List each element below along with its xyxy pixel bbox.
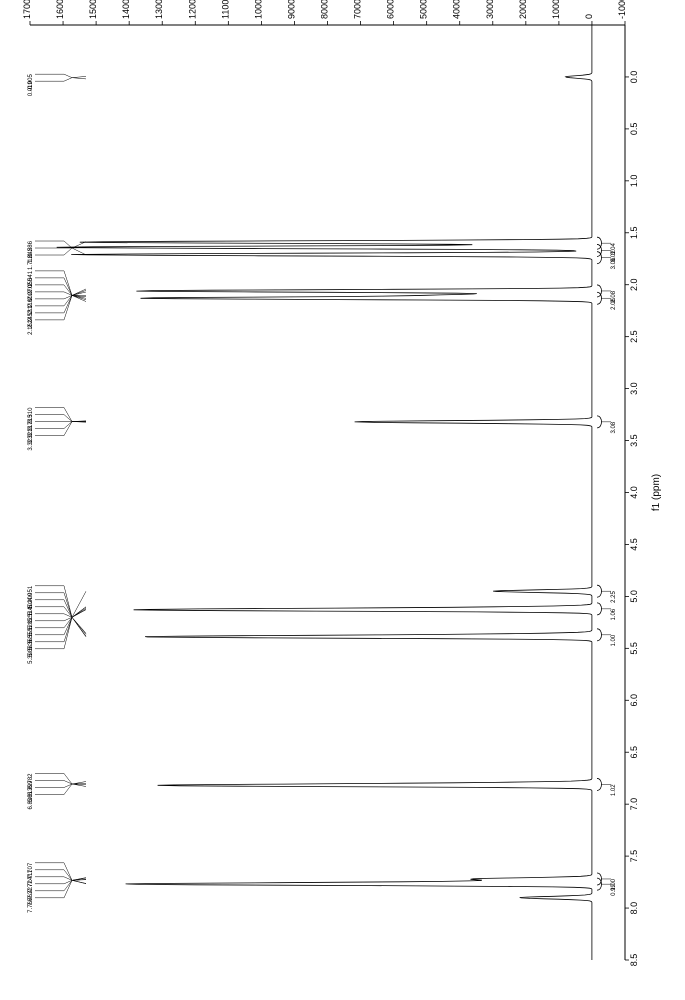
intensity-tick-label: 0 [584, 14, 594, 19]
intensity-tick-label: 4000 [452, 0, 462, 19]
intensity-tick-label: 9000 [286, 0, 296, 19]
peak-labels: -0.0050.0191.5861.6421.7122.0412.0552.07… [28, 74, 86, 913]
intensity-tick-label: 17000 [22, 0, 32, 19]
intensity-tick-label: 11000 [220, 0, 230, 19]
intensity-tick-label: 7000 [353, 0, 363, 19]
intensity-tick-label: 12000 [187, 0, 197, 19]
peak-ppm-label: 0.019 [28, 81, 34, 97]
integral-value-label: 2.06 [611, 298, 617, 310]
ppm-tick-label: 6.0 [629, 694, 639, 707]
ppm-tick-label: 5.5 [629, 642, 639, 655]
ppm-tick-label: 1.0 [629, 175, 639, 188]
spectrum-trace [57, 25, 592, 960]
integral-value-label: 1.06 [611, 608, 617, 620]
integral-labels: 3.043.023.062.082.063.082.251.061.001.02… [597, 237, 617, 896]
ppm-tick-label: 2.5 [629, 330, 639, 343]
intensity-tick-label: 5000 [419, 0, 429, 19]
intensity-tick-label: 13000 [154, 0, 164, 19]
intensity-tick-label: 16000 [55, 0, 65, 19]
ppm-tick-label: 6.5 [629, 746, 639, 759]
ppm-tick-label: 1.5 [629, 227, 639, 240]
integral-value-label: 1.00 [611, 634, 617, 646]
peak-ppm-label: 7.766 [28, 897, 34, 913]
ppm-tick-label: 7.5 [629, 850, 639, 863]
intensity-tick-label: 3000 [485, 0, 495, 19]
intensity-tick-label: 14000 [121, 0, 131, 19]
integral-value-label: 1.02 [611, 784, 617, 796]
peak-ppm-label: 6.830 [28, 794, 34, 810]
peak-ppm-label: 5.390 [28, 648, 34, 664]
intensity-axis: -1000 0 1000 2000 3000 4000 5000 6000 7000 8000 90… [22, 0, 627, 25]
ppm-axis-label: f1 (ppm) [651, 474, 662, 511]
peak-ppm-label: 1.712 [28, 254, 34, 270]
intensity-tick-label: 1000 [551, 0, 561, 19]
ppm-tick-label: 2.0 [629, 278, 639, 291]
ppm-tick-label: 5.0 [629, 590, 639, 603]
intensity-tick-label: 2000 [518, 0, 528, 19]
ppm-tick-label: 0.5 [629, 123, 639, 136]
intensity-tick-label: 10000 [253, 0, 263, 19]
ppm-tick-label: 8.0 [629, 902, 639, 915]
intensity-tick-label: 6000 [386, 0, 396, 19]
ppm-tick-label: 8.5 [629, 954, 639, 967]
integral-value-label: 0.99 [611, 884, 617, 896]
ppm-tick-label: 4.0 [629, 486, 639, 499]
intensity-tick-label: 8000 [320, 0, 330, 19]
ppm-tick-label: 4.5 [629, 538, 639, 551]
integral-value-label: 3.08 [611, 421, 617, 433]
ppm-tick-label: 3.5 [629, 434, 639, 447]
integral-value-label: 2.25 [611, 591, 617, 603]
integral-value-label: 3.06 [611, 257, 617, 269]
intensity-tick-label: -1000 [617, 0, 627, 19]
intensity-tick-label: 15000 [88, 0, 98, 19]
ppm-axis: 0.0 0.5 1.0 1.5 2.0 2.5 3.0 3.5 4.0 4.5 5.0 5.5 6.0 6… [625, 25, 662, 966]
ppm-tick-label: 3.0 [629, 382, 639, 395]
peak-ppm-label: 3.323 [28, 435, 34, 451]
ppm-tick-label: 7.0 [629, 798, 639, 811]
peak-ppm-label: 2.162 [28, 319, 34, 335]
ppm-tick-label: 0.0 [629, 71, 639, 84]
nmr-spectrum-chart: -1000 0 1000 2000 3000 4000 5000 6000 7000 8000 90… [0, 0, 685, 1000]
